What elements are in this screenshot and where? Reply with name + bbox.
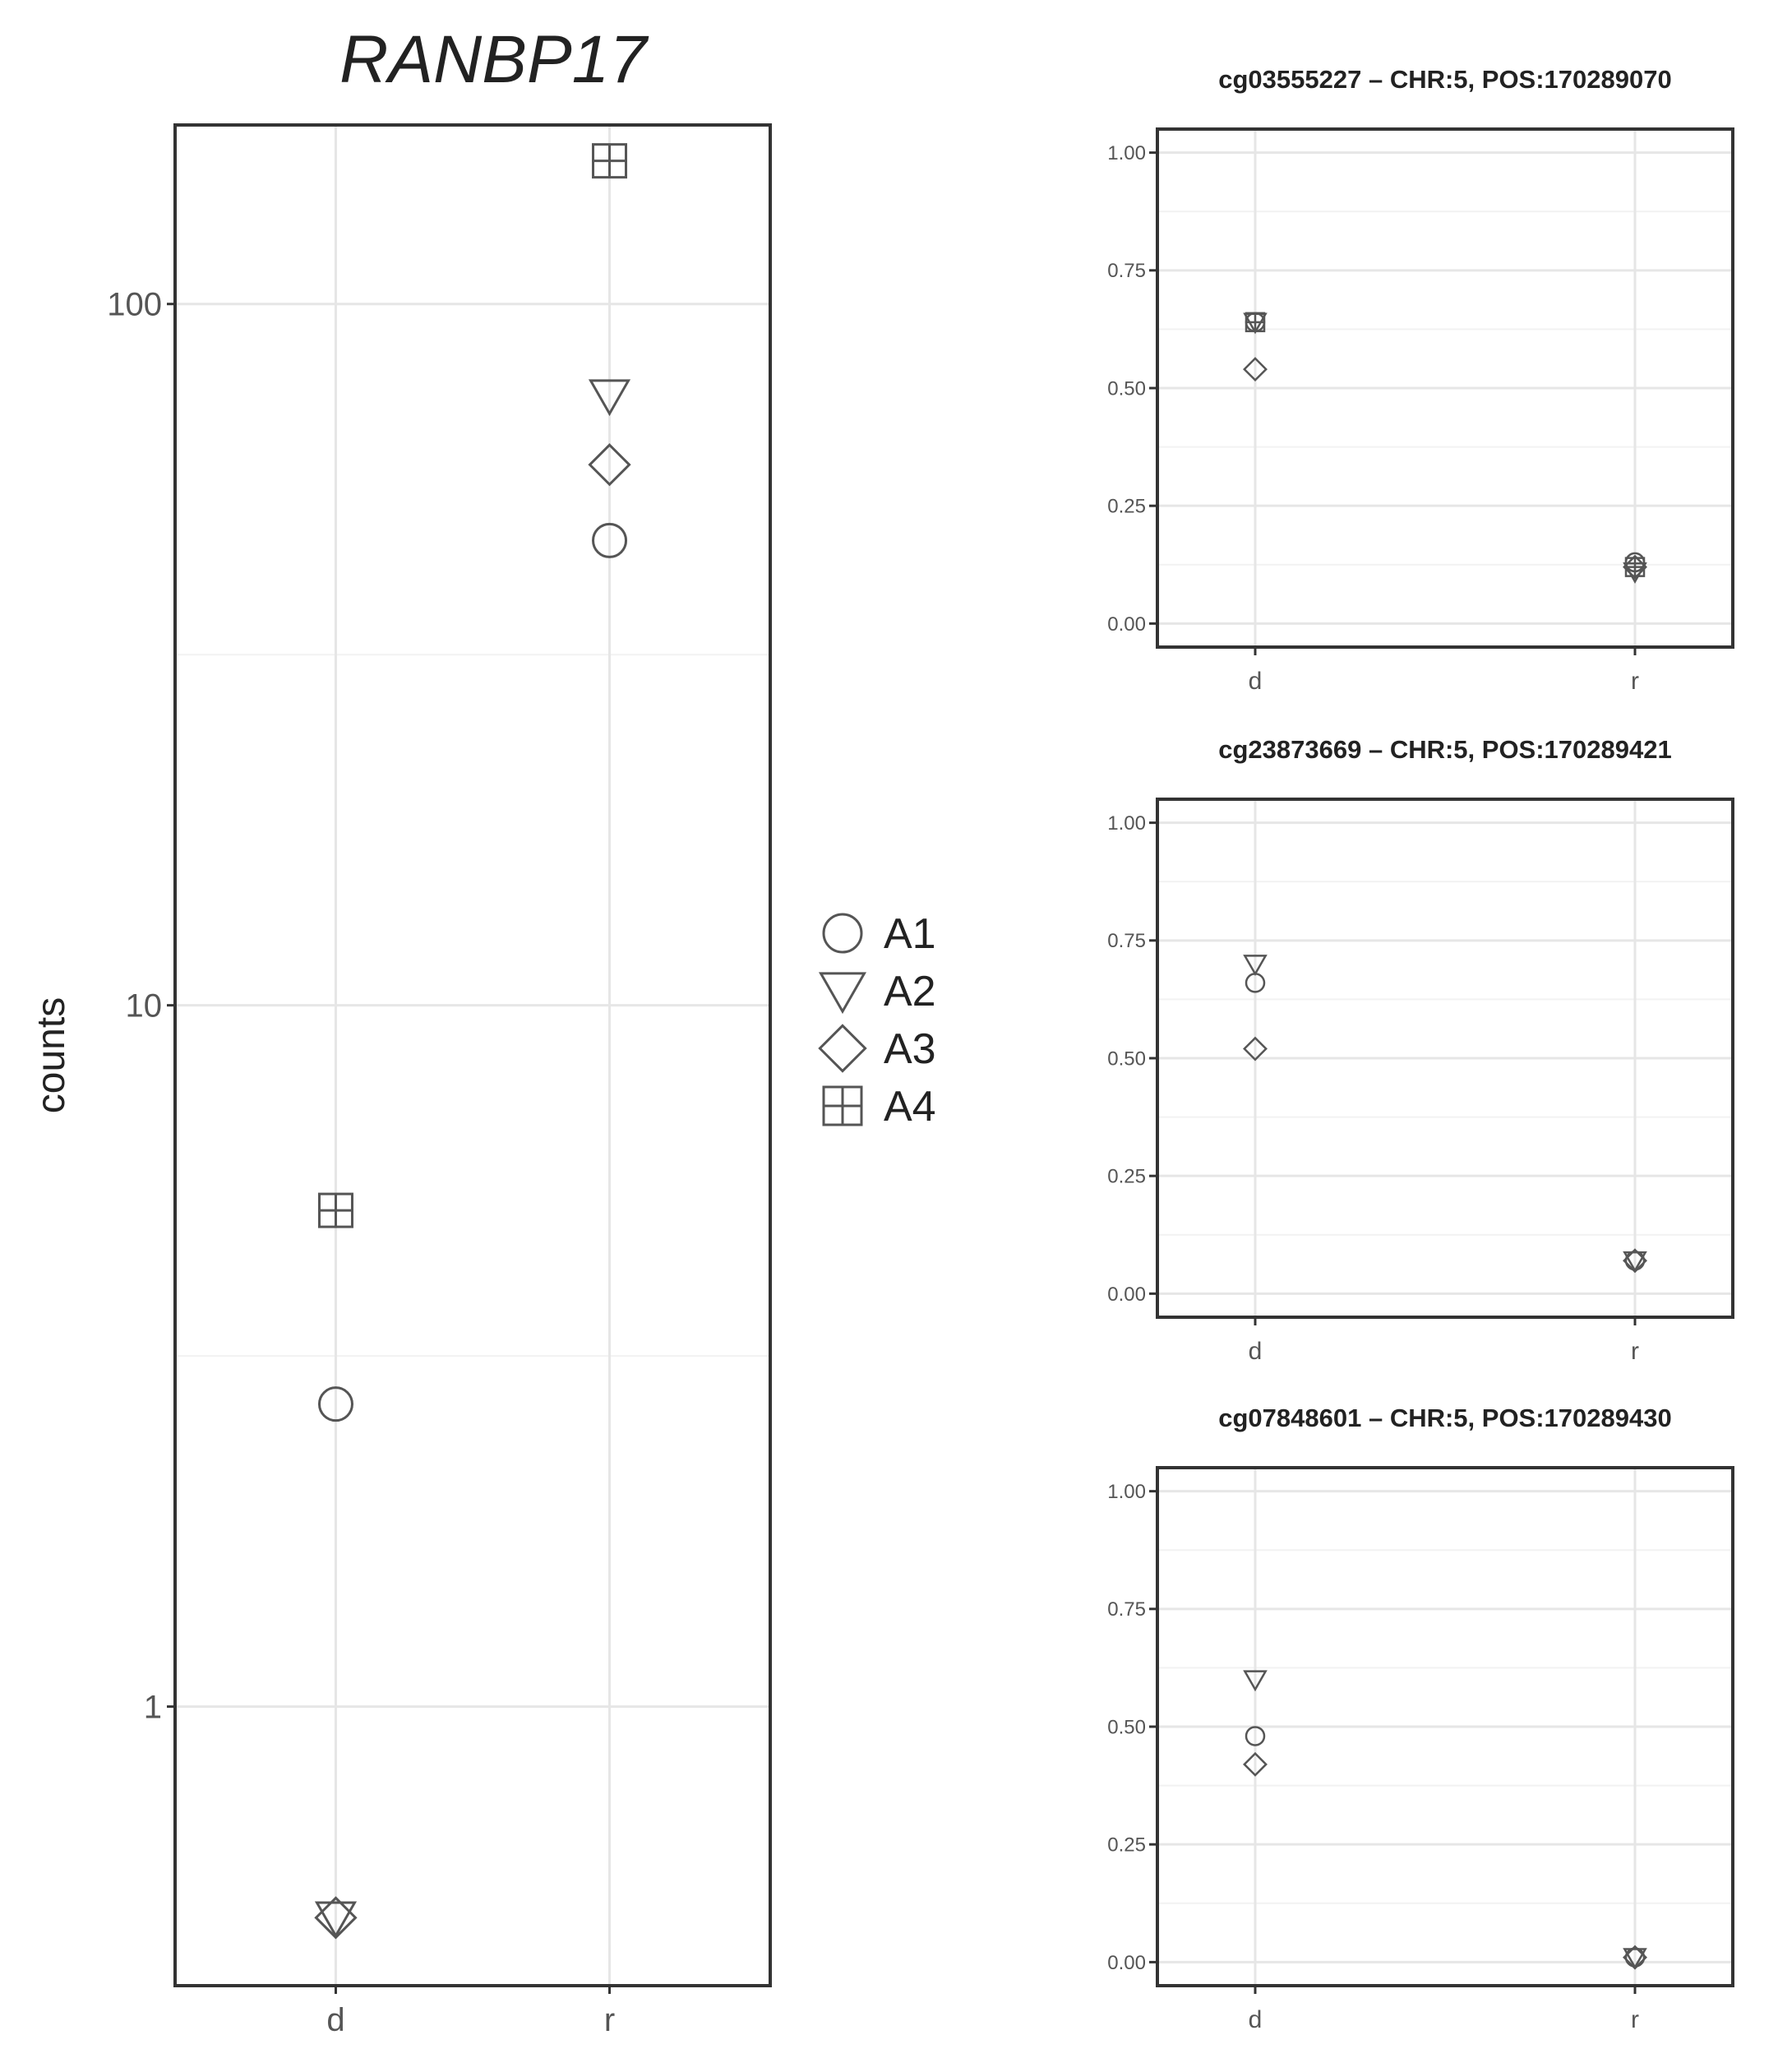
y-axis-label: counts bbox=[30, 997, 73, 1113]
y-tick-label: 0.75 bbox=[1107, 260, 1146, 282]
point-a3-r bbox=[1623, 1945, 1647, 1970]
panel-title: cg23873669 – CHR:5, POS:170289421 bbox=[1218, 735, 1671, 764]
point-a2-r bbox=[1623, 1251, 1647, 1273]
legend-label: A2 bbox=[884, 968, 936, 1015]
x-tick-label: d bbox=[1249, 2006, 1263, 2033]
point-a1-d bbox=[317, 1386, 353, 1422]
x-tick-label: r bbox=[1631, 668, 1639, 695]
panel-title: cg03555227 – CHR:5, POS:170289070 bbox=[1218, 65, 1671, 94]
y-tick-label: 1.00 bbox=[1107, 1481, 1146, 1503]
point-a1-d bbox=[1245, 1726, 1266, 1746]
point-a3-d bbox=[1243, 357, 1268, 382]
x-tick-label: d bbox=[326, 2002, 344, 2038]
point-a2-d bbox=[314, 1901, 358, 1939]
panel-4: 0.00 0.25 0.50 0.75 1.00 d r cg07848601 – CHR:5… bbox=[1107, 1404, 1734, 2033]
y-tick-label: 100 bbox=[107, 287, 162, 323]
y-tick-label: 1.00 bbox=[1107, 812, 1146, 835]
legend-label: A4 bbox=[884, 1083, 936, 1131]
panel-title: cg07848601 – CHR:5, POS:170289430 bbox=[1218, 1404, 1671, 1432]
y-tick-label: 10 bbox=[126, 988, 163, 1024]
panel-border bbox=[173, 123, 772, 1987]
point-a2-d bbox=[1243, 1670, 1268, 1692]
point-a4-d bbox=[1245, 312, 1266, 333]
point-a3-d bbox=[314, 1896, 358, 1940]
point-a3-r bbox=[588, 443, 631, 487]
y-tick-label: 0.50 bbox=[1107, 377, 1146, 400]
y-tick-label: 0.75 bbox=[1107, 930, 1146, 952]
point-a2-r bbox=[588, 379, 631, 417]
y-tick-label: 0.00 bbox=[1107, 1952, 1146, 1974]
x-tick-label: r bbox=[1631, 2006, 1639, 2033]
panel-border bbox=[1156, 1466, 1734, 1987]
point-a2-r bbox=[1623, 1948, 1647, 1970]
x-tick-label: r bbox=[604, 2002, 615, 2038]
y-tick-label: 1.00 bbox=[1107, 142, 1146, 164]
y-tick-label: 0.00 bbox=[1107, 1283, 1146, 1306]
point-a2-d bbox=[1243, 955, 1268, 976]
legend-label: A1 bbox=[884, 910, 936, 958]
legend-key-a2 bbox=[818, 972, 867, 1015]
legend-label: A3 bbox=[884, 1025, 936, 1073]
x-tick-label: d bbox=[1249, 668, 1263, 695]
y-tick-label: 0.25 bbox=[1107, 1166, 1146, 1188]
point-a3-r bbox=[1623, 554, 1647, 580]
point-a3-d bbox=[1243, 1751, 1268, 1777]
panel-2: 0.00 0.25 0.50 0.75 1.00 d r cg03555227 – CHR:5… bbox=[1107, 65, 1734, 695]
x-tick-label: d bbox=[1249, 1338, 1263, 1365]
panel-border bbox=[1156, 798, 1734, 1319]
legend: A1 A2 A3 A4 bbox=[818, 910, 936, 1131]
legend-key-a4 bbox=[822, 1085, 863, 1126]
legend-key-a1 bbox=[822, 913, 863, 954]
y-tick-label: 0.50 bbox=[1107, 1048, 1146, 1070]
panel-border bbox=[1156, 127, 1734, 649]
panel-title: RANBP17 bbox=[339, 22, 649, 97]
point-a4-r bbox=[1624, 557, 1646, 577]
y-tick-label: 0.25 bbox=[1107, 496, 1146, 518]
x-tick-label: r bbox=[1631, 1338, 1639, 1365]
y-tick-label: 0.75 bbox=[1107, 1598, 1146, 1621]
point-a3-d bbox=[1243, 1036, 1268, 1061]
point-a4-d bbox=[317, 1192, 353, 1228]
y-tick-label: 0.25 bbox=[1107, 1834, 1146, 1857]
point-a1-r bbox=[592, 522, 628, 558]
legend-key-a3 bbox=[818, 1024, 867, 1073]
point-a3-r bbox=[1623, 1248, 1647, 1274]
y-tick-label: 0.00 bbox=[1107, 613, 1146, 636]
panel-1: 1 10 100 d r RANBP17 counts bbox=[30, 22, 772, 2038]
panel-3: 0.00 0.25 0.50 0.75 1.00 d r cg23873669 – CHR:5… bbox=[1107, 735, 1734, 1365]
y-tick-label: 0.50 bbox=[1107, 1716, 1146, 1738]
y-tick-label: 1 bbox=[144, 1690, 162, 1726]
point-a4-r bbox=[592, 143, 628, 179]
